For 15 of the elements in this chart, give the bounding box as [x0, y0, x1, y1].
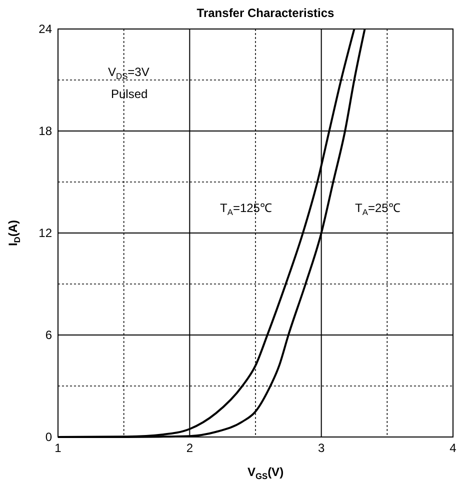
- y-tick-label: 6: [45, 328, 52, 342]
- y-tick-label: 12: [38, 226, 52, 240]
- chart-title: Transfer Characteristics: [196, 6, 335, 20]
- y-tick-label: 0: [45, 430, 52, 444]
- annotation: T$_{A}$=25℃: [355, 201, 400, 217]
- x-tick-label: 3: [318, 441, 325, 455]
- x-tick-label: 1: [54, 441, 62, 455]
- annotation: Pulsed: [111, 87, 148, 101]
- y-tick-label: 18: [38, 124, 52, 138]
- y-tick-label: 24: [38, 22, 52, 36]
- x-axis-title: V$_{GS}$(V): [247, 465, 284, 481]
- annotation: T$_{A}$=125℃: [220, 201, 272, 217]
- x-tick-label: 4: [450, 441, 457, 455]
- annotation: V$_{DS}$=3V: [108, 65, 150, 81]
- x-tick-label: 2: [186, 441, 194, 455]
